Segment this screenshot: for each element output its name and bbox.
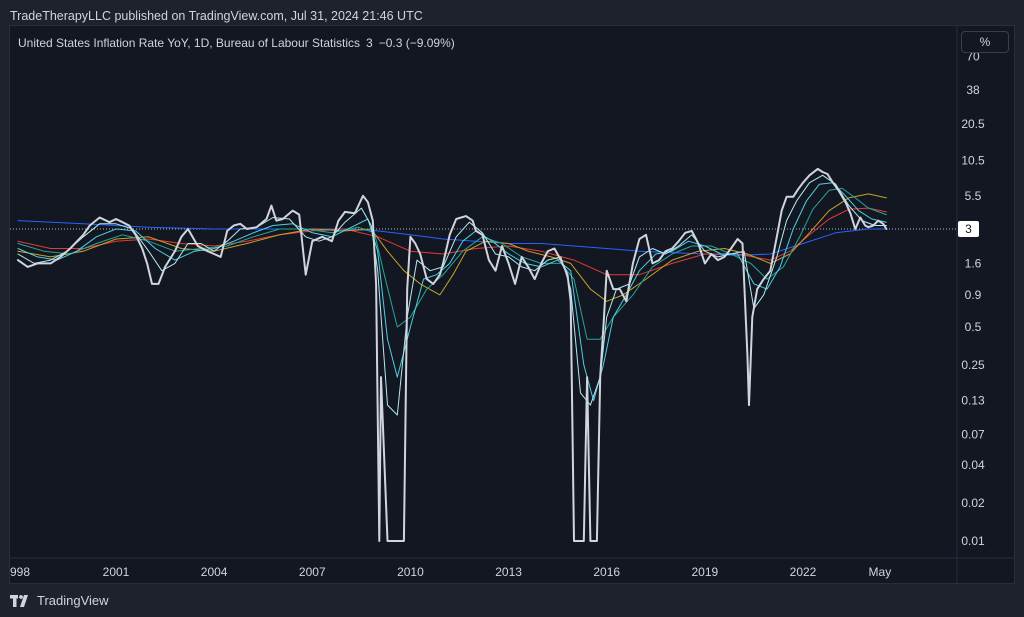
last-price-tag xyxy=(958,221,979,237)
chart-legend[interactable]: United States Inflation Rate YoY, 1D, Bu… xyxy=(18,36,455,50)
x-tick-label: 2016 xyxy=(593,565,620,579)
x-tick-label: 2019 xyxy=(692,565,719,579)
legend-last-value: 3 xyxy=(366,36,373,50)
y-tick-label: 0.13 xyxy=(961,394,985,408)
x-tick-label: 2013 xyxy=(495,565,522,579)
y-tick-label: 0.07 xyxy=(961,428,985,442)
y-tick-label: 70 xyxy=(966,50,980,64)
y-tick-label: 0.01 xyxy=(961,534,985,548)
tradingview-logo-icon xyxy=(10,594,28,607)
tradingview-branding[interactable]: TradingView xyxy=(10,593,109,608)
y-tick-label: 0.02 xyxy=(961,496,985,510)
y-tick-label: 5.5 xyxy=(965,189,982,203)
series-group xyxy=(16,167,888,542)
inflation-rate-line[interactable] xyxy=(16,167,888,542)
moving-average-line-blue[interactable] xyxy=(17,220,887,256)
y-tick-label: 0.25 xyxy=(961,358,985,372)
y-tick-label: 0.9 xyxy=(965,288,982,302)
y-tick-label: 0.5 xyxy=(965,320,982,334)
published-by-line: TradeTherapyLLC published on TradingView… xyxy=(10,9,423,23)
y-tick-label: 38 xyxy=(966,83,980,97)
moving-average-line-teal[interactable] xyxy=(17,187,887,340)
percent-scale-button[interactable]: % xyxy=(961,31,1009,53)
last-price-tag-label: 3 xyxy=(965,222,972,236)
branding-label: TradingView xyxy=(37,593,109,608)
chart-frame[interactable] xyxy=(9,25,1015,584)
y-tick-label: 20.5 xyxy=(961,117,985,131)
x-tick-label: 2007 xyxy=(299,565,326,579)
x-tick-label: 998 xyxy=(10,565,30,579)
moving-average-line-light[interactable] xyxy=(17,174,887,416)
x-tick-label: May xyxy=(869,565,892,579)
y-tick-label: 1.6 xyxy=(965,256,982,270)
x-tick-label: 2022 xyxy=(790,565,817,579)
legend-symbol: United States Inflation Rate YoY, 1D, Bu… xyxy=(18,36,360,50)
x-tick-label: 2010 xyxy=(397,565,424,579)
y-tick-label: 10.5 xyxy=(961,153,985,167)
moving-average-line-cyan[interactable] xyxy=(17,182,887,402)
y-tick-label: 0.04 xyxy=(961,458,985,472)
legend-change: −0.3 (−9.09%) xyxy=(378,36,455,50)
x-tick-label: 2004 xyxy=(201,565,228,579)
x-tick-label: 2001 xyxy=(103,565,130,579)
